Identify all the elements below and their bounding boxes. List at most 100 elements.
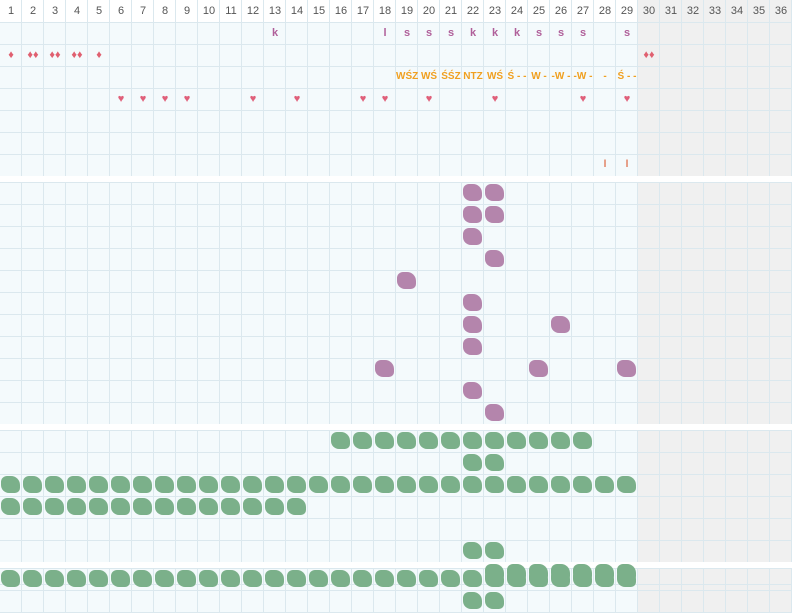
column-header-day[interactable]: 26	[554, 5, 568, 17]
green-blob-mark[interactable]	[353, 570, 372, 587]
green-blob-mark[interactable]	[507, 432, 526, 449]
column-header-day[interactable]: 12	[246, 5, 260, 17]
day-letter-mark[interactable]: l	[383, 27, 387, 39]
purple-blob-mark[interactable]	[397, 272, 416, 289]
green-blob-mark[interactable]	[463, 542, 482, 559]
day-letter-mark[interactable]: k	[513, 27, 521, 39]
day-code-mark[interactable]: W -	[531, 71, 547, 82]
green-blob-mark[interactable]	[529, 570, 548, 587]
column-header-day[interactable]: 34	[730, 5, 744, 17]
green-blob-mark[interactable]	[441, 570, 460, 587]
green-blob-mark[interactable]	[45, 570, 64, 587]
day-letter-mark[interactable]: s	[447, 27, 455, 39]
green-blob-mark[interactable]	[265, 476, 284, 493]
green-blob-mark[interactable]	[463, 476, 482, 493]
green-blob-mark[interactable]	[595, 476, 614, 493]
green-blob-mark[interactable]	[1, 498, 20, 515]
column-header-day[interactable]: 9	[183, 5, 191, 17]
green-blob-mark[interactable]	[353, 432, 372, 449]
green-blob-mark[interactable]	[133, 570, 152, 587]
green-blob-mark[interactable]	[617, 570, 636, 587]
green-blob-mark[interactable]	[485, 432, 504, 449]
green-blob-mark[interactable]	[353, 476, 372, 493]
heart-icon[interactable]: ♥	[381, 93, 389, 105]
green-blob-mark[interactable]	[419, 570, 438, 587]
green-blob-mark[interactable]	[133, 476, 152, 493]
green-blob-mark[interactable]	[441, 476, 460, 493]
column-header-day[interactable]: 33	[708, 5, 722, 17]
green-blob-mark[interactable]	[617, 476, 636, 493]
green-blob-mark[interactable]	[45, 498, 64, 515]
day-letter-mark[interactable]: s	[425, 27, 433, 39]
green-blob-mark[interactable]	[23, 476, 42, 493]
green-blob-mark[interactable]	[67, 570, 86, 587]
column-header-day[interactable]: 24	[510, 5, 524, 17]
green-blob-mark[interactable]	[45, 476, 64, 493]
green-blob-mark[interactable]	[573, 432, 592, 449]
purple-blob-mark[interactable]	[463, 206, 482, 223]
green-blob-mark[interactable]	[177, 570, 196, 587]
green-blob-mark[interactable]	[177, 498, 196, 515]
column-header-day[interactable]: 3	[51, 5, 59, 17]
purple-blob-mark[interactable]	[463, 184, 482, 201]
green-blob-mark[interactable]	[463, 570, 482, 587]
day-letter-mark[interactable]: s	[535, 27, 543, 39]
day-code-mark[interactable]: Ś - -	[617, 71, 637, 82]
green-blob-mark[interactable]	[441, 432, 460, 449]
green-blob-mark[interactable]	[243, 476, 262, 493]
day-code-mark[interactable]: WŚ -	[420, 71, 438, 104]
green-blob-mark[interactable]	[221, 570, 240, 587]
green-blob-mark[interactable]	[23, 570, 42, 587]
green-blob-mark[interactable]	[551, 570, 570, 587]
green-blob-mark[interactable]	[133, 498, 152, 515]
green-blob-mark[interactable]	[111, 476, 130, 493]
green-blob-mark[interactable]	[331, 570, 350, 587]
green-blob-mark[interactable]	[287, 498, 306, 515]
green-blob-mark[interactable]	[463, 432, 482, 449]
green-blob-mark[interactable]	[265, 570, 284, 587]
green-blob-mark[interactable]	[309, 476, 328, 493]
day-letter-mark[interactable]: s	[557, 27, 565, 39]
day-letter-mark[interactable]: k	[469, 27, 477, 39]
column-header-day[interactable]: 10	[202, 5, 216, 17]
green-blob-mark[interactable]	[287, 570, 306, 587]
bar-mark[interactable]: l	[625, 159, 629, 170]
green-blob-mark[interactable]	[265, 498, 284, 515]
column-header-day[interactable]: 13	[268, 5, 282, 17]
heart-icon[interactable]: ♥	[425, 93, 433, 105]
green-blob-mark[interactable]	[1, 476, 20, 493]
drop-icon[interactable]: ♦♦	[71, 49, 83, 61]
column-header-day[interactable]: 1	[7, 5, 15, 17]
day-letter-mark[interactable]: k	[491, 27, 499, 39]
green-blob-mark[interactable]	[89, 498, 108, 515]
green-blob-mark[interactable]	[155, 570, 174, 587]
day-letter-mark[interactable]: s	[579, 27, 587, 39]
green-blob-mark[interactable]	[507, 570, 526, 587]
heart-icon[interactable]: ♥	[623, 93, 631, 105]
green-blob-mark[interactable]	[199, 498, 218, 515]
column-header-day[interactable]: 5	[95, 5, 103, 17]
heart-icon[interactable]: ♥	[293, 93, 301, 105]
green-blob-mark[interactable]	[331, 432, 350, 449]
heart-icon[interactable]: ♥	[579, 93, 587, 105]
green-blob-mark[interactable]	[419, 432, 438, 449]
day-code-mark[interactable]: WŚZ	[396, 71, 419, 82]
day-code-mark[interactable]: NTZ	[463, 71, 483, 82]
day-code-mark[interactable]: -W -	[573, 71, 593, 82]
green-blob-mark[interactable]	[111, 498, 130, 515]
green-blob-mark[interactable]	[529, 476, 548, 493]
column-header-day[interactable]: 35	[752, 5, 766, 17]
day-letter-mark[interactable]: s	[623, 27, 631, 39]
column-header-day[interactable]: 31	[664, 5, 678, 17]
green-blob-mark[interactable]	[331, 476, 350, 493]
green-blob-mark[interactable]	[485, 592, 504, 609]
green-blob-mark[interactable]	[397, 432, 416, 449]
heart-icon[interactable]: ♥	[161, 93, 169, 105]
purple-blob-mark[interactable]	[485, 250, 504, 267]
drop-icon[interactable]: ♦	[8, 49, 14, 61]
green-blob-mark[interactable]	[463, 592, 482, 609]
green-blob-mark[interactable]	[177, 476, 196, 493]
purple-blob-mark[interactable]	[463, 316, 482, 333]
green-blob-mark[interactable]	[375, 570, 394, 587]
column-header-day[interactable]: 2	[29, 5, 37, 17]
